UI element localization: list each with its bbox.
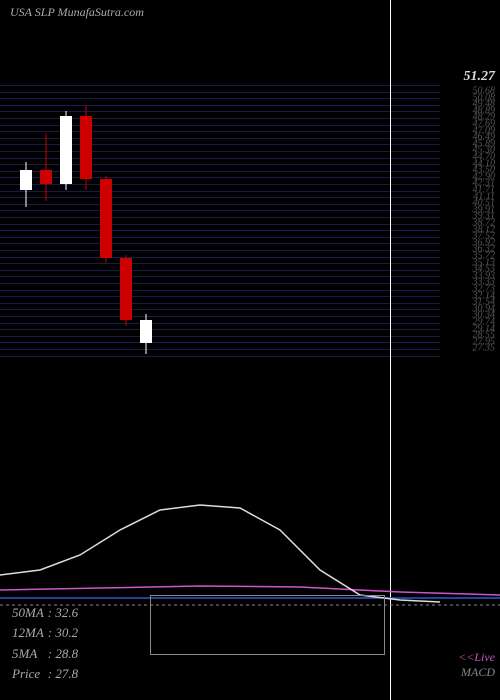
grid-line [0,303,440,304]
grid-line [0,243,440,244]
grid-line [0,316,440,317]
info-table: 50MA: 32.612MA: 30.25MA: 28.8Price: 27.8 [10,602,80,685]
grid-line [0,276,440,277]
grid-line [0,197,440,198]
grid-line [0,342,440,343]
grid-line [0,257,440,258]
info-label: 5MA [12,645,46,663]
info-label: Price [12,665,46,683]
info-value: : 27.8 [48,665,78,683]
info-value: : 32.6 [48,604,78,622]
info-row: 5MA: 28.8 [12,645,78,663]
grid-line [0,336,440,337]
grid-line [0,263,440,264]
grid-line [0,270,440,271]
price-label-top: 51.27 [464,69,496,85]
grid-line [0,323,440,324]
indicator-line [0,586,500,595]
live-label: <<Live [458,650,495,665]
grid-line [0,204,440,205]
indicator-line [0,505,440,602]
grid-line [0,85,440,86]
grid-line [0,349,440,350]
price-chart-area: 51.2750.6850.0849.4848.8948.2947.6947.09… [0,30,500,480]
grid-line [0,296,440,297]
info-label: 12MA [12,624,46,642]
grid-line [0,217,440,218]
macd-label: MACD [461,665,495,680]
grid-line [0,210,440,211]
info-label: 50MA [12,604,46,622]
grid-line [0,105,440,106]
grid-line [0,224,440,225]
grid-line [0,191,440,192]
grid-line [0,237,440,238]
chart-title: USA SLP MunafaSutra.com [10,5,144,20]
grid-line [0,98,440,99]
grid-line [0,309,440,310]
info-row: 50MA: 32.6 [12,604,78,622]
histogram-box [150,595,385,655]
grid-line [0,92,440,93]
grid-line [0,329,440,330]
grid-line [0,250,440,251]
price-label: 27.35 [473,343,496,354]
grid-line [0,230,440,231]
info-value: : 28.8 [48,645,78,663]
grid-line [0,290,440,291]
info-panel: 50MA: 32.612MA: 30.25MA: 28.8Price: 27.8 [10,602,80,685]
info-row: 12MA: 30.2 [12,624,78,642]
chart-container: USA SLP MunafaSutra.com 51.2750.6850.084… [0,0,500,700]
info-value: : 30.2 [48,624,78,642]
grid-line [0,356,440,357]
grid-line [0,283,440,284]
info-row: Price: 27.8 [12,665,78,683]
